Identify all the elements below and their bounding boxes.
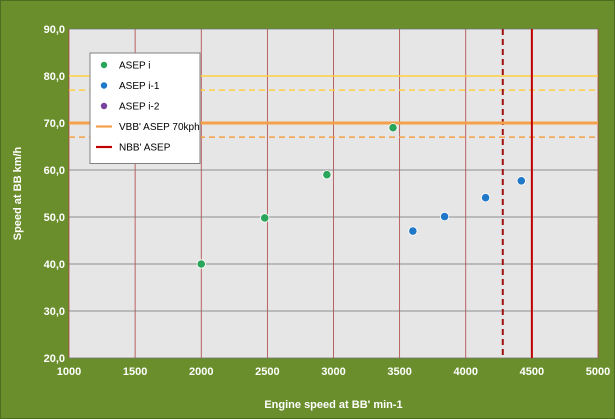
x-axis-label: Engine speed at BB' min-1 [264,399,402,411]
y-tick-label-3: 50,0 [44,212,65,224]
legend-marker-0 [100,61,108,69]
y-tick-label-2: 40,0 [44,259,65,271]
legend-entry-2: ASEP i-2 [119,102,160,113]
data-point-s1-1 [439,211,450,222]
legend-entry-0: ASEP i [119,61,151,72]
x-tick-label-6: 4000 [454,366,478,378]
y-tick-label-5: 70,0 [44,118,65,130]
legend-entry-1: ASEP i-1 [119,81,160,92]
x-tick-label-4: 3000 [321,366,345,378]
x-tick-label-2: 2000 [189,366,213,378]
y-tick-label-7: 90,0 [44,24,65,36]
x-tick-label-5: 3500 [387,366,411,378]
data-point-s0-1 [260,213,270,223]
legend-marker-1 [100,82,108,89]
y-tick-label-6: 80,0 [44,71,65,83]
x-tick-label-3: 2500 [255,366,279,378]
data-point-s0-0 [196,259,206,269]
y-tick-label-0: 20,0 [44,353,65,365]
legend-entry-3: VBB' ASEP 70kph [119,122,200,133]
legend: ASEP i ASEP i-1 ASEP i-2 VBB' ASEP 70kph NBB… [89,52,201,164]
data-point-s1-3 [516,176,526,186]
y-axis-ticks: 20,0 30,0 40,0 50,0 60,0 70,0 80,0 90,0 [44,24,65,365]
data-point-s1-2 [480,193,491,203]
legend-box [89,52,201,164]
y-tick-label-4: 60,0 [44,165,65,177]
data-point-s0-2 [322,170,332,180]
y-axis-label: Speed at BB km/h [12,146,24,240]
x-tick-label-0: 1000 [57,366,81,378]
y-tick-label-1: 30,0 [44,306,65,318]
data-point-s1-0 [408,226,418,236]
legend-entry-4: NBB' ASEP [119,143,171,154]
legend-marker-2 [100,102,108,110]
x-tick-label-7: 4500 [520,366,544,378]
x-tick-label-8: 5000 [586,366,610,378]
data-point-s0-3 [388,123,398,133]
data-points [196,123,526,269]
x-axis-ticks: 1000 1500 2000 2500 3000 3500 4000 4500 5000 [57,366,610,378]
x-tick-label-1: 1500 [123,366,147,378]
